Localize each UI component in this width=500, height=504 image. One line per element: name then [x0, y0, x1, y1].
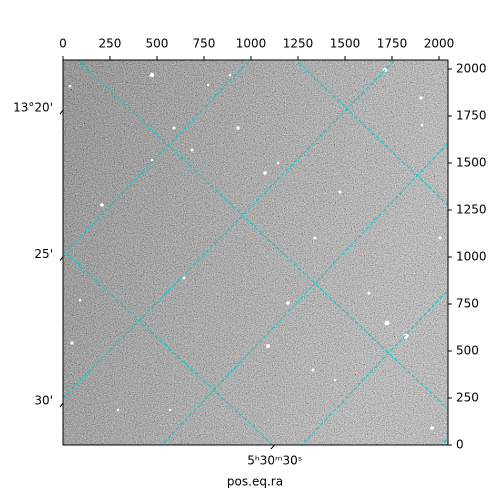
y-tick-label: 1500: [456, 156, 487, 170]
y-tick-label: 750: [456, 297, 479, 311]
y-tick-label: 0: [456, 438, 464, 452]
y-tick-label: 500: [456, 344, 479, 358]
y-tick-label: 1250: [456, 203, 487, 217]
x-tick-label: 750: [193, 37, 216, 51]
y-tick-label: 250: [456, 391, 479, 405]
y2-tick-label: 30': [34, 394, 53, 408]
y2-tick: [59, 109, 64, 115]
x-tick-label: 0: [59, 37, 67, 51]
coordinate-grid: [63, 60, 448, 445]
stars: [68, 67, 442, 430]
y2-tick: [59, 402, 64, 408]
grid-line: [63, 249, 274, 445]
x-tick-label: 250: [99, 37, 122, 51]
grid-line: [63, 60, 396, 399]
grid-line: [161, 142, 448, 445]
y2-tick-label: 25': [34, 247, 53, 261]
grid-line: [79, 61, 448, 409]
grid-line: [63, 60, 251, 256]
sky-image: [63, 60, 448, 445]
y-tick-label: 1000: [456, 250, 487, 264]
x-tick-label: 1000: [236, 37, 267, 51]
x-tick-label: 1500: [330, 37, 361, 51]
x-axis-label: pos.eq.ra: [227, 475, 283, 489]
y2-tick-label: 13°20': [13, 101, 53, 115]
x-tick-label: 500: [146, 37, 169, 51]
grid-line: [297, 61, 448, 206]
y2-tick: [59, 256, 64, 261]
x2-tick: [270, 444, 276, 450]
x-tick-label: 1250: [283, 37, 314, 51]
x-tick-label: 1750: [377, 37, 408, 51]
y-tick-label: 2000: [456, 62, 487, 76]
x2-tick-label: 5ʰ30ᵐ30ˢ: [247, 454, 302, 468]
y-tick-label: 1750: [456, 109, 487, 123]
x-tick-label: 2000: [424, 37, 455, 51]
axes-frame: [62, 59, 449, 446]
grid-line: [441, 437, 448, 445]
